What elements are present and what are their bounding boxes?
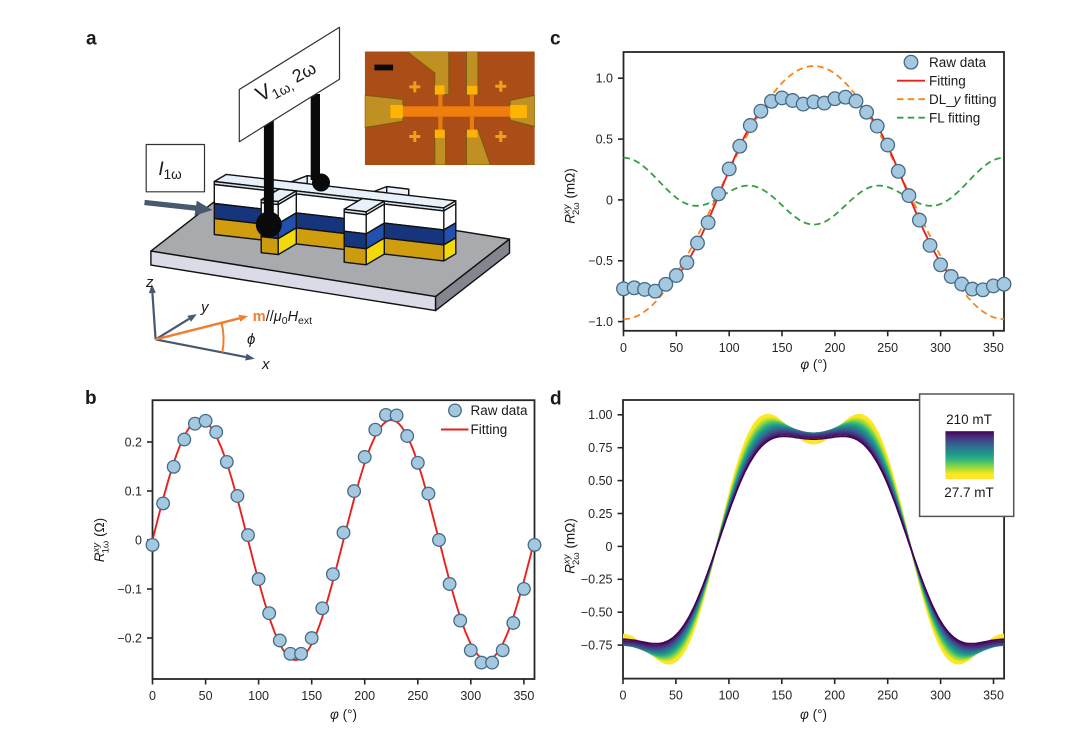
svg-text:d: d	[550, 389, 562, 410]
svg-text:m//μ0Hext: m//μ0Hext	[253, 309, 312, 327]
svg-text:100: 100	[719, 341, 740, 355]
svg-text:−0.50: −0.50	[581, 606, 613, 620]
svg-text:350: 350	[983, 341, 1004, 355]
svg-text:150: 150	[301, 689, 322, 703]
svg-text:27.7 mT: 27.7 mT	[944, 485, 994, 500]
svg-text:−0.75: −0.75	[581, 639, 613, 653]
svg-text:0.75: 0.75	[588, 441, 612, 455]
svg-text:φ (°): φ (°)	[330, 707, 357, 722]
svg-text:1.0: 1.0	[596, 72, 613, 86]
svg-text:−0.2: −0.2	[117, 631, 142, 645]
svg-text:Fitting: Fitting	[929, 73, 966, 88]
svg-text:350: 350	[513, 689, 534, 703]
svg-text:−0.5: −0.5	[588, 254, 613, 268]
svg-text:1.00: 1.00	[588, 408, 612, 422]
svg-text:ϕ: ϕ	[247, 331, 255, 348]
svg-text:100: 100	[718, 689, 739, 703]
svg-text:0: 0	[606, 540, 613, 554]
svg-text:250: 250	[407, 689, 428, 703]
svg-text:0: 0	[149, 689, 156, 703]
svg-text:50: 50	[669, 689, 683, 703]
svg-text:−1.0: −1.0	[588, 315, 613, 329]
svg-text:200: 200	[354, 689, 375, 703]
svg-text:Fitting: Fitting	[471, 422, 508, 437]
svg-text:210 mT: 210 mT	[946, 412, 992, 427]
svg-text:300: 300	[930, 689, 951, 703]
svg-text:0: 0	[620, 341, 627, 355]
svg-text:100: 100	[248, 689, 269, 703]
svg-text:−0.25: −0.25	[581, 573, 613, 587]
svg-text:Raw data: Raw data	[929, 55, 987, 70]
svg-text:0.2: 0.2	[125, 435, 142, 449]
svg-text:I1ω: I1ω	[158, 159, 181, 182]
svg-text:50: 50	[669, 341, 683, 355]
svg-text:φ (°): φ (°)	[800, 357, 827, 372]
svg-text:FL fitting: FL fitting	[929, 110, 980, 125]
svg-text:0: 0	[606, 193, 613, 207]
svg-text:250: 250	[877, 341, 898, 355]
svg-text:Rxy2ω (mΩ): Rxy2ω (mΩ)	[562, 168, 583, 224]
svg-text:a: a	[86, 29, 97, 50]
svg-text:−0.1: −0.1	[117, 582, 142, 596]
svg-text:250: 250	[877, 689, 898, 703]
svg-text:0: 0	[620, 689, 627, 703]
svg-text:150: 150	[771, 689, 792, 703]
svg-text:c: c	[550, 29, 561, 50]
svg-text:0.50: 0.50	[588, 474, 612, 488]
svg-text:Raw data: Raw data	[471, 403, 529, 418]
svg-text:b: b	[85, 388, 97, 409]
svg-text:350: 350	[983, 689, 1004, 703]
svg-text:0.1: 0.1	[125, 484, 142, 498]
svg-text:0.25: 0.25	[588, 507, 612, 521]
svg-text:DL_y fitting: DL_y fitting	[929, 92, 997, 107]
svg-text:φ (°): φ (°)	[800, 707, 827, 722]
svg-text:300: 300	[930, 341, 951, 355]
svg-text:Rxy2ω (mΩ): Rxy2ω (mΩ)	[562, 518, 583, 574]
svg-text:0.5: 0.5	[596, 133, 613, 147]
svg-text:200: 200	[824, 341, 845, 355]
svg-text:150: 150	[772, 341, 793, 355]
svg-text:0: 0	[135, 533, 142, 547]
svg-text:300: 300	[460, 689, 481, 703]
svg-text:y: y	[200, 299, 210, 316]
svg-text:z: z	[145, 274, 154, 291]
svg-text:Rxy1ω (Ω): Rxy1ω (Ω)	[91, 518, 112, 562]
svg-text:50: 50	[199, 689, 213, 703]
svg-text:200: 200	[824, 689, 845, 703]
svg-text:x: x	[261, 356, 270, 373]
